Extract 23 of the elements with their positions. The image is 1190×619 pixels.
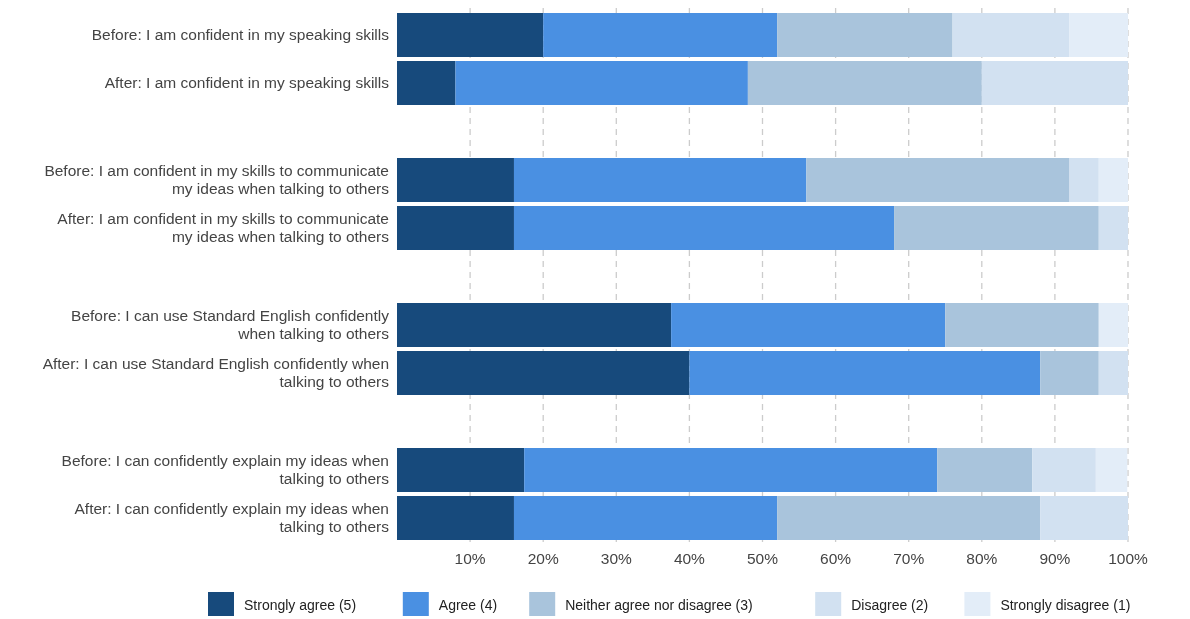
y-tick-label: Before: I can use Standard English confidently when talking to others	[71, 307, 390, 342]
y-tick-label: After: I can use Standard English confidently when talking to others	[42, 355, 390, 390]
x-tick-label: 90%	[1039, 550, 1071, 567]
legend-label: Disagree (2)	[851, 597, 929, 613]
y-tick-label: Before: I am confident in my speaking skills	[91, 26, 390, 43]
x-tick-label: 80%	[966, 550, 998, 567]
legend-label: Neither agree nor disagree (3)	[565, 597, 753, 613]
y-tick-label: Before: I am confident in my skills to communicate my ideas when talking to others	[44, 162, 390, 197]
x-tick-label: 60%	[820, 550, 852, 567]
x-tick-label: 50%	[746, 550, 779, 567]
x-tick-label: 20%	[527, 550, 559, 567]
legend-label: Strongly agree (5)	[244, 597, 357, 613]
y-tick-label: After: I can confidently explain my ideas when talking to others	[74, 500, 390, 535]
legend-label: Strongly disagree (1)	[1000, 597, 1131, 613]
y-tick-label: After: I am confident in my speaking skills	[104, 74, 390, 91]
legend-label: Agree (4)	[438, 597, 498, 613]
x-tick-label: 70%	[893, 550, 925, 567]
x-tick-label: 40%	[673, 550, 706, 567]
y-tick-label: Before: I can confidently explain my ideas when talking to others	[61, 452, 390, 487]
x-tick-label: 30%	[600, 550, 633, 567]
y-tick-label: After: I am confident in my skills to communicate my ideas when talking to others	[57, 210, 390, 245]
x-tick-label: 100%	[1108, 550, 1149, 567]
x-tick-label: 10%	[454, 550, 486, 567]
